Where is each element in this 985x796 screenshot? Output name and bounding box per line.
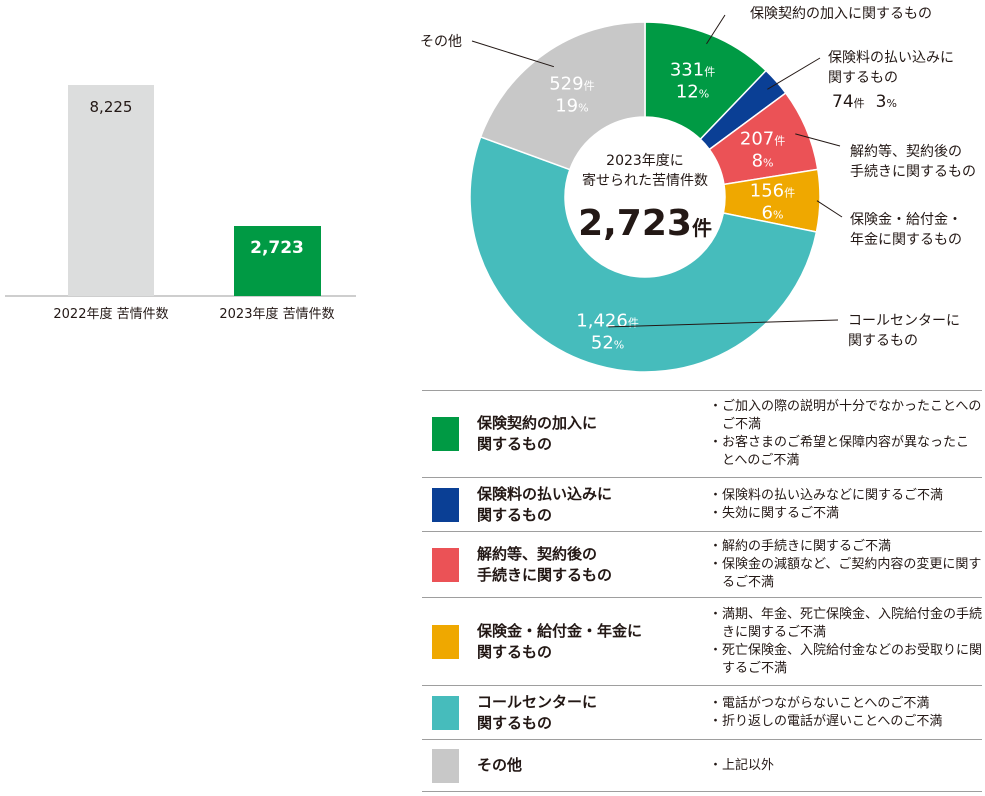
legend-swatch: [432, 417, 459, 451]
bar-chart: 8,225 2,723 2022年度 苦情件数 2023年度 苦情件数: [5, 85, 356, 322]
callout-label-kaiyaku: 手続きに関するもの: [850, 163, 976, 180]
callout-label-kyufu: 保険金・給付金・: [850, 212, 962, 228]
legend-swatch: [432, 624, 459, 659]
callout-line-kyufu: [816, 200, 843, 218]
callout-line-kanyu: [706, 14, 726, 45]
legend-category-label: 保険金・給付金・年金に 関するもの: [477, 621, 643, 661]
callout-label-call: 関するもの: [848, 333, 918, 349]
bar-value-2022: 8,225: [90, 98, 133, 116]
callout-label-kanyu: 保険契約の加入に関するもの: [750, 6, 932, 22]
legend-description-list: 保険料の払い込みなどに関するご不満 失効に関するご不満: [709, 487, 982, 523]
legend-swatch: [432, 748, 459, 783]
slice-count-label: 207件: [740, 129, 785, 150]
legend-description-item: 死亡保険金、入院給付金などのお受取りに関するご不満: [709, 642, 982, 678]
bar-category-2022: 2022年度 苦情件数: [53, 306, 168, 322]
legend-category-label: 保険料の払い込みに 関するもの: [477, 484, 613, 524]
legend-description-item: 上記以外: [709, 757, 982, 775]
callout-label-other: その他: [420, 34, 462, 50]
legend-description-item: 電話がつながらないことへのご不満: [709, 695, 982, 713]
slice-percent-label: 12%: [676, 82, 709, 103]
callout-label-haraikomi: 関するもの: [828, 70, 898, 86]
legend-description-list: ご加入の際の説明が十分でなかったことへのご不満 お客さまのご希望と保障内容が異な…: [709, 398, 982, 470]
callout-line-kaiyaku: [795, 133, 841, 147]
callout-value-haraikomi: 74件 3%: [832, 92, 897, 112]
callout-line-other: [471, 40, 555, 68]
legend-category-label: 保険契約の加入に 関するもの: [477, 414, 598, 453]
legend-description-item: 保険金の減額など、ご契約内容の変更に関するご不満: [709, 556, 982, 592]
slice-percent-label: 8%: [752, 151, 774, 172]
legend-row-other: その他 上記以外: [422, 740, 982, 792]
legend-description-list: 電話がつながらないことへのご不満 折り返しの電話が遅いことへのご不満: [709, 695, 982, 731]
slice-percent-label: 19%: [555, 96, 588, 117]
center-total: 2,723件: [578, 203, 712, 244]
legend-row-kaiyaku: 解約等、契約後の 手続きに関するもの 解約の手続きに関するご不満 保険金の減額な…: [422, 532, 982, 598]
legend-swatch: [432, 695, 459, 730]
legend-description-list: 満期、年金、死亡保険金、入院給付金の手続きに関するご不満 死亡保険金、入院給付金…: [709, 606, 982, 678]
bar-2022: [68, 85, 154, 296]
slice-count-label: 529件: [549, 74, 594, 95]
legend-description-item: 解約の手続きに関するご不満: [709, 538, 982, 556]
legend-description-item: 保険料の払い込みなどに関するご不満: [709, 487, 982, 505]
legend-table: 保険契約の加入に 関するもの ご加入の際の説明が十分でなかったことへのご不満 お…: [422, 390, 982, 792]
legend-description-item: お客さまのご希望と保障内容が異なったことへのご不満: [709, 434, 982, 470]
legend-description-item: 失効に関するご不満: [709, 505, 982, 523]
callout-line-haraikomi: [767, 57, 821, 90]
slice-count-label: 156件: [750, 181, 795, 202]
callout-line-call: [608, 319, 839, 328]
legend-description-list: 上記以外: [709, 757, 982, 775]
legend-description-item: 折り返しの電話が遅いことへのご不満: [709, 713, 982, 731]
legend-row-haraikomi: 保険料の払い込みに 関するもの 保険料の払い込みなどに関するご不満 失効に関する…: [422, 478, 982, 532]
legend-category-label: コールセンターに 関するもの: [477, 692, 598, 732]
legend-description-item: 満期、年金、死亡保険金、入院給付金の手続きに関するご不満: [709, 606, 982, 642]
bar-category-2023: 2023年度 苦情件数: [219, 306, 334, 322]
bar-value-2023: 2,723: [250, 238, 304, 258]
legend-description-item: ご加入の際の説明が十分でなかったことへのご不満: [709, 398, 982, 434]
callout-label-haraikomi: 保険料の払い込みに: [828, 50, 954, 66]
legend-swatch: [432, 547, 459, 582]
legend-row-call: コールセンターに 関するもの 電話がつながらないことへのご不満 折り返しの電話が…: [422, 686, 982, 740]
callout-label-call: コールセンターに: [848, 313, 960, 329]
slice-percent-label: 52%: [591, 332, 624, 353]
slice-percent-label: 6%: [762, 203, 784, 224]
legend-category-label: 解約等、契約後の 手続きに関するもの: [477, 544, 613, 584]
center-title-line: 寄せられた苦情件数: [582, 172, 708, 189]
slice-count-label: 1,426件: [576, 310, 639, 331]
pie-slice-other: [479, 21, 646, 171]
legend-description-list: 解約の手続きに関するご不満 保険金の減額など、ご契約内容の変更に関するご不満: [709, 538, 982, 592]
center-title-line: 2023年度に: [606, 153, 684, 169]
pie-slice-call: [469, 136, 818, 373]
callout-label-kyufu: 年金に関するもの: [850, 232, 962, 248]
legend-category-label: その他: [477, 756, 523, 774]
legend-row-kyufu: 保険金・給付金・年金に 関するもの 満期、年金、死亡保険金、入院給付金の手続きに…: [422, 598, 982, 686]
bar-2023: [234, 226, 321, 296]
legend-swatch: [432, 487, 459, 522]
callout-label-kaiyaku: 解約等、契約後の: [850, 143, 962, 160]
slice-count-label: 331件: [670, 60, 715, 81]
legend-row-kanyu: 保険契約の加入に 関するもの ご加入の際の説明が十分でなかったことへのご不満 お…: [422, 391, 982, 478]
